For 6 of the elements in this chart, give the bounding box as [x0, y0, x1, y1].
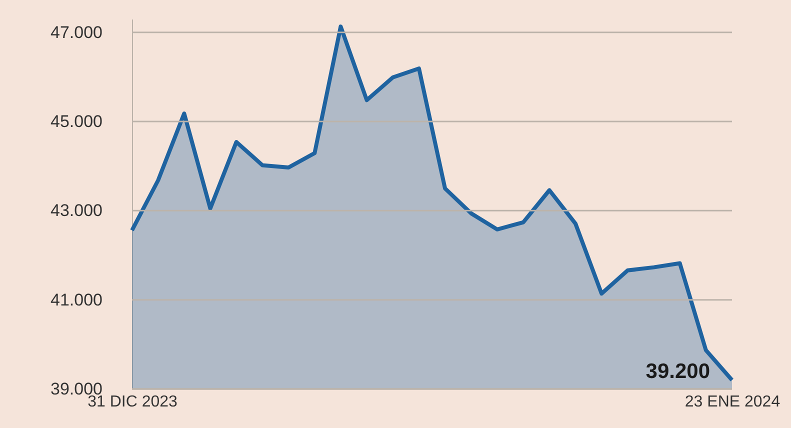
y-tick-label: 45.000: [50, 112, 102, 132]
y-tick-label: 43.000: [50, 201, 102, 220]
annotation: 39.200: [646, 360, 710, 384]
y-tick-label: 47.000: [50, 22, 102, 42]
y-tick-label: 41.000: [50, 290, 102, 310]
x-tick-label: 23 ENE 2024: [684, 394, 780, 410]
